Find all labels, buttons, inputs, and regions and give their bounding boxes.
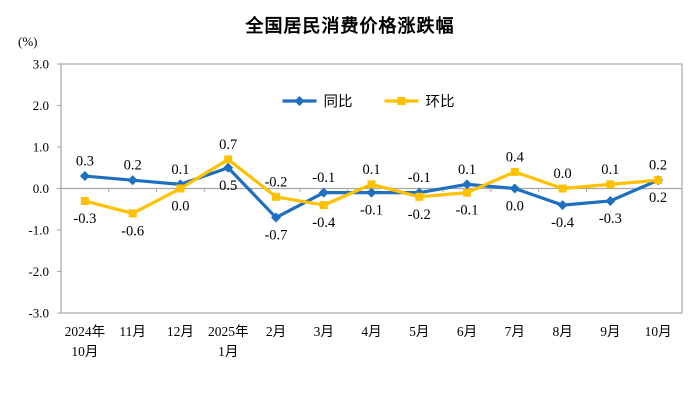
data-label: -0.4 xyxy=(551,215,575,231)
data-label: 0.1 xyxy=(171,162,189,178)
y-axis-tick-label: -1.0 xyxy=(28,223,49,238)
square-marker-icon xyxy=(80,196,89,205)
legend-item-1: 环比 xyxy=(384,94,455,111)
square-marker-icon xyxy=(415,192,424,201)
data-label: 0.1 xyxy=(458,162,476,178)
chart-title: 全国居民消费价格涨跌幅 xyxy=(245,16,455,36)
legend-label: 同比 xyxy=(324,94,353,111)
diamond-marker-icon xyxy=(366,187,377,198)
x-axis-category-label: 1月 xyxy=(218,344,238,359)
x-axis-category-label: 7月 xyxy=(505,324,525,339)
square-marker-icon xyxy=(397,97,406,105)
data-label: -0.1 xyxy=(456,203,479,219)
data-label: -0.4 xyxy=(312,215,336,231)
diamond-marker-icon xyxy=(318,187,329,198)
legend-label: 环比 xyxy=(426,94,455,111)
x-axis-category-label: 3月 xyxy=(314,324,334,339)
diamond-marker-icon xyxy=(223,162,234,173)
data-label: 0.1 xyxy=(362,162,380,178)
diamond-marker-icon xyxy=(127,175,138,186)
x-axis-category-label: 2024年 xyxy=(65,324,106,339)
x-axis-category-label: 2025年 xyxy=(208,324,249,339)
square-marker-icon xyxy=(319,201,328,210)
data-label: -0.3 xyxy=(599,211,622,227)
diamond-marker-icon xyxy=(79,171,90,182)
data-label: 0.4 xyxy=(506,149,525,165)
y-axis-tick-label: -3.0 xyxy=(28,306,49,321)
square-marker-icon xyxy=(224,155,233,164)
diamond-marker-icon xyxy=(270,212,281,223)
data-label: -0.2 xyxy=(408,207,431,223)
y-axis-tick-label: 3.0 xyxy=(33,57,49,72)
diamond-marker-icon xyxy=(294,96,305,106)
data-label: 0.3 xyxy=(76,154,94,170)
y-axis-unit-label: (%) xyxy=(18,34,38,49)
y-axis-tick-label: 0.0 xyxy=(33,181,49,196)
data-label: -0.3 xyxy=(73,211,96,227)
x-axis-category-label: 2月 xyxy=(266,324,286,339)
x-axis-category-label: 11月 xyxy=(119,324,146,339)
data-label: 0.0 xyxy=(554,166,572,182)
legend-item-0: 同比 xyxy=(282,94,353,111)
square-marker-icon xyxy=(367,180,376,189)
square-marker-icon xyxy=(558,184,567,193)
square-marker-icon xyxy=(606,180,615,189)
data-label: 0.2 xyxy=(124,158,142,174)
data-label: 0.5 xyxy=(219,178,237,194)
data-label: -0.2 xyxy=(264,174,287,190)
square-marker-icon xyxy=(463,188,472,197)
data-label: -0.1 xyxy=(360,203,383,219)
x-axis-category-label: 10月 xyxy=(645,324,672,339)
y-axis-tick-label: 2.0 xyxy=(33,98,49,113)
series-1 xyxy=(80,155,663,218)
series-0 xyxy=(79,162,664,223)
x-axis-category-label: 6月 xyxy=(457,324,477,339)
data-label: 0.1 xyxy=(601,162,619,178)
data-label: 0.7 xyxy=(219,137,237,153)
data-label: 0.0 xyxy=(171,199,189,215)
data-label: -0.1 xyxy=(408,170,431,186)
x-axis-category-label: 5月 xyxy=(409,324,429,339)
data-label: -0.6 xyxy=(121,223,144,239)
diamond-marker-icon xyxy=(462,179,473,190)
data-label: -0.7 xyxy=(264,228,287,244)
square-marker-icon xyxy=(654,176,663,185)
x-axis-category-label: 4月 xyxy=(361,324,381,339)
y-axis-tick-label: -2.0 xyxy=(28,264,49,279)
data-label: 0.0 xyxy=(506,199,524,215)
data-label: -0.1 xyxy=(312,170,335,186)
square-marker-icon xyxy=(510,167,519,176)
square-marker-icon xyxy=(271,192,280,201)
x-axis-category-label: 9月 xyxy=(600,324,620,339)
data-label: 0.2 xyxy=(649,190,667,206)
square-marker-icon xyxy=(128,209,137,218)
y-axis-tick-label: 1.0 xyxy=(33,140,49,155)
data-label: 0.2 xyxy=(649,158,667,174)
x-axis-category-label: 12月 xyxy=(167,324,194,339)
diamond-marker-icon xyxy=(605,195,616,206)
x-axis-category-label: 10月 xyxy=(71,344,98,359)
diamond-marker-icon xyxy=(509,183,520,194)
square-marker-icon xyxy=(176,184,185,193)
x-axis-category-label: 8月 xyxy=(552,324,572,339)
diamond-marker-icon xyxy=(557,200,568,211)
